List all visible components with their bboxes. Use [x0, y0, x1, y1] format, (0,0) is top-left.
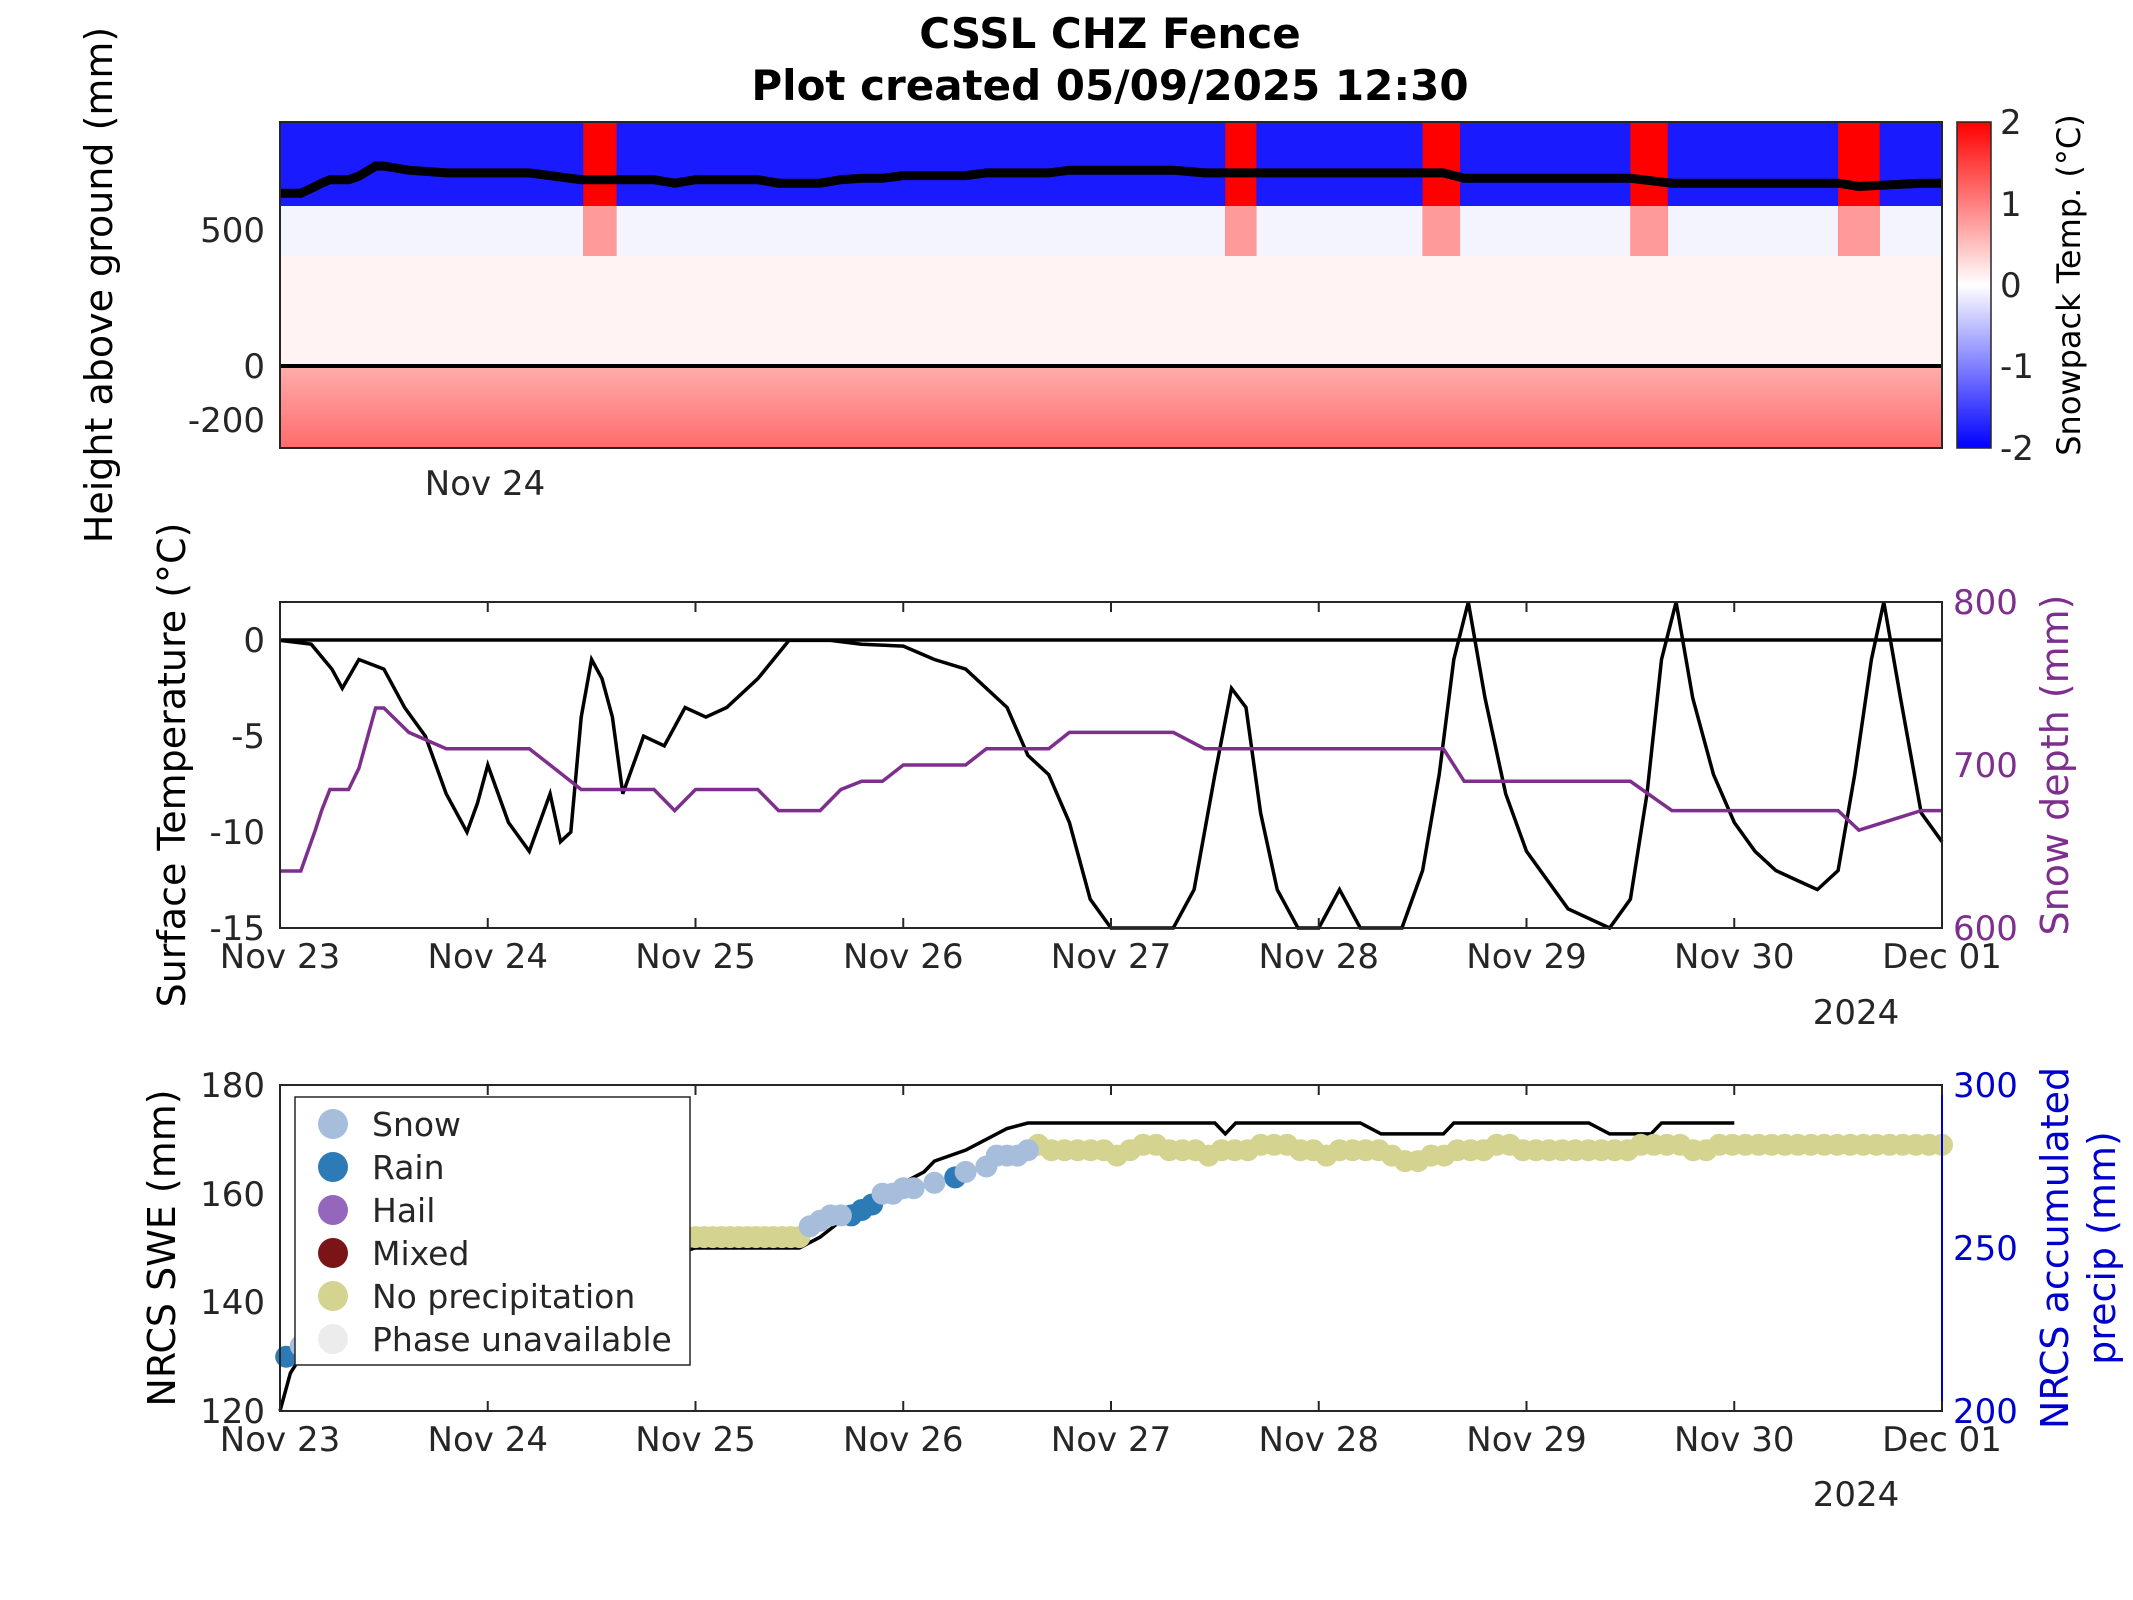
colorbar-tick-0: 0: [2000, 266, 2022, 306]
legend: Snow Rain Hail Mixed No precipitation Ph…: [294, 1096, 691, 1366]
x-tick-label: Nov 23: [220, 937, 340, 977]
x-tick-label: Nov 26: [843, 937, 963, 977]
x-tick-label: Nov 27: [1051, 1420, 1171, 1460]
heatmap-frame: [279, 121, 1943, 449]
x-tick-label: Nov 27: [1051, 937, 1171, 977]
legend-label-rain: Rain: [372, 1148, 445, 1187]
legend-box: [294, 1096, 691, 1366]
x-tick-label: Nov 26: [843, 1420, 963, 1460]
swe-ytick-140: 140: [200, 1283, 265, 1323]
warm-band-lower: [1225, 206, 1257, 256]
x-tick-label: Nov 24: [428, 1420, 548, 1460]
x-tick-label: Nov 30: [1674, 1420, 1794, 1460]
legend-marker-hail: [318, 1195, 348, 1225]
colorbar-tick-minus1: -1: [2000, 347, 2034, 387]
heatmap-ground: [280, 366, 1942, 448]
x-tick-label: Nov 24: [428, 937, 548, 977]
heatmap-snow-depth-line: [280, 161, 1942, 198]
precip-ytick-200: 200: [1953, 1392, 2018, 1432]
temp-ytick-minus5: -5: [231, 717, 265, 757]
colorbar-tick-1: 1: [2000, 185, 2022, 225]
temperature-frame: [279, 601, 1943, 929]
temp-ytick-minus10: -10: [209, 813, 265, 853]
legend-label-no-precip: No precipitation: [372, 1277, 635, 1316]
legend-marker-rain: [318, 1152, 348, 1182]
legend-marker-unavailable: [318, 1324, 348, 1354]
warm-band-lower: [1838, 206, 1880, 256]
swe-point-snow: [954, 1160, 977, 1183]
swe-ytick-180: 180: [200, 1066, 265, 1106]
temperature-panel: Nov 23 Nov 24 Nov 25 Nov 26 Nov 27 Nov 28 Nov …: [150, 523, 2077, 1033]
swe-point-snow: [923, 1171, 946, 1194]
x-tick-label: Nov 23: [220, 1420, 340, 1460]
swe-xticks: Nov 23 Nov 24 Nov 25 Nov 26 Nov 27 Nov 28 Nov …: [220, 1085, 2002, 1460]
heatmap-mid-layer: [280, 206, 1942, 256]
heatmap-ytick-0: 0: [243, 347, 265, 387]
swe-point-snow: [1016, 1139, 1039, 1162]
swe-points: [275, 1133, 1953, 1368]
depth-ytick-800: 800: [1953, 583, 2018, 623]
temp-ylabel: Surface Temperature (°C): [150, 523, 194, 1008]
chart-subtitle: Plot created 05/09/2025 12:30: [751, 61, 1468, 110]
legend-marker-mixed: [318, 1238, 348, 1268]
x-tick-label: Nov 29: [1466, 937, 1586, 977]
temp-ytick-0: 0: [243, 621, 265, 661]
precip-ytick-300: 300: [1953, 1066, 2018, 1106]
heatmap-xtick-nov24: Nov 24: [425, 464, 545, 504]
temp-year-label: 2024: [1813, 993, 1900, 1033]
legend-marker-snow: [318, 1109, 348, 1139]
colorbar-tick-minus2: -2: [2000, 429, 2034, 469]
x-tick-label: Nov 25: [635, 1420, 755, 1460]
x-tick-label: Dec 01: [1882, 1420, 2002, 1460]
heatmap-ytick-minus200: -200: [188, 401, 265, 441]
temperature-xticks: Nov 23 Nov 24 Nov 25 Nov 26 Nov 27 Nov 28 Nov …: [220, 602, 2002, 977]
temp-ytick-minus15: -15: [209, 909, 265, 949]
precip-ylabel-line2: precip (mm): [2080, 1131, 2124, 1365]
warm-band-lower: [1630, 206, 1668, 256]
x-tick-label: Dec 01: [1882, 937, 2002, 977]
x-tick-label: Nov 28: [1259, 937, 1379, 977]
colorbar-tick-2: 2: [2000, 103, 2022, 143]
colorbar-label: Snowpack Temp. (°C): [2050, 114, 2088, 456]
swe-point-snow: [902, 1177, 925, 1200]
depth-ytick-600: 600: [1953, 909, 2018, 949]
x-tick-label: Nov 25: [635, 937, 755, 977]
legend-marker-no-precip: [318, 1281, 348, 1311]
swe-panel: Nov 23 Nov 24 Nov 25 Nov 26 Nov 27 Nov 28 Nov …: [140, 1066, 2124, 1515]
swe-ytick-120: 120: [200, 1392, 265, 1432]
heatmap-panel: 500 0 -200 Nov 24 Height above ground (m…: [77, 27, 2088, 544]
swe-year-label: 2024: [1813, 1475, 1900, 1515]
precip-ytick-250: 250: [1953, 1229, 2018, 1269]
surface-temperature-series: [279, 601, 1944, 931]
legend-label-mixed: Mixed: [372, 1234, 469, 1273]
heatmap-warm-bands: [583, 122, 1880, 256]
legend-label-unavailable: Phase unavailable: [372, 1320, 672, 1359]
depth-ytick-700: 700: [1953, 746, 2018, 786]
heatmap-ylabel: Height above ground (mm): [77, 27, 121, 544]
legend-label-snow: Snow: [372, 1105, 461, 1144]
warm-band-lower: [583, 206, 617, 256]
swe-ylabel: NRCS SWE (mm): [140, 1089, 184, 1406]
heatmap-ytick-500: 500: [200, 211, 265, 251]
accumulated-precip-series: [278, 1121, 1735, 1412]
swe-ytick-160: 160: [200, 1175, 265, 1215]
x-tick-label: Nov 30: [1674, 937, 1794, 977]
swe-point-snow: [829, 1204, 852, 1227]
precip-ylabel-line1: NRCS accumulated: [2033, 1067, 2077, 1429]
heatmap-lower-snow: [280, 256, 1942, 366]
chart-title: CSSL CHZ Fence: [919, 9, 1300, 58]
warm-band-lower: [1422, 206, 1461, 256]
legend-label-hail: Hail: [372, 1191, 435, 1230]
x-tick-label: Nov 28: [1259, 1420, 1379, 1460]
depth-ylabel: Snow depth (mm): [2033, 595, 2077, 936]
x-tick-label: Nov 29: [1466, 1420, 1586, 1460]
snow-depth-series: [280, 706, 1942, 873]
colorbar: [1956, 121, 1992, 449]
